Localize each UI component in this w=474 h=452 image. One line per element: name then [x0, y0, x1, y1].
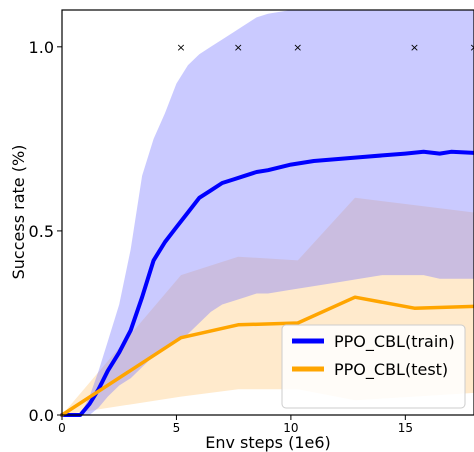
marker-point: × — [410, 41, 419, 54]
plot-frame — [61, 9, 474, 416]
marker-point: × — [234, 41, 243, 54]
legend-box — [281, 324, 466, 409]
x-tick-label: 15 — [398, 421, 413, 435]
marker-point: × — [293, 41, 302, 54]
line-test — [60, 295, 474, 417]
y-tick-label: 0.5 — [29, 222, 54, 241]
y-axis-label: Success rate (%) — [9, 145, 28, 280]
x-axis-label: Env steps (1e6) — [205, 433, 331, 452]
y-tick-label: 1.0 — [29, 38, 54, 57]
marker-point: × — [469, 41, 474, 54]
x-tick-label: 10 — [283, 421, 298, 435]
x-tick-label: 0 — [58, 421, 66, 435]
band-train — [62, 10, 474, 415]
legend: PPO_CBL(train) PPO_CBL(test) — [281, 324, 466, 409]
marker-point: × — [176, 41, 185, 54]
legend-label-test: PPO_CBL(test) — [334, 360, 448, 380]
x-axis-ticks: 0 5 10 15 — [58, 415, 413, 435]
y-axis-ticks: 0.0 0.5 1.0 — [29, 38, 62, 425]
y-tick-label: 0.0 — [29, 406, 54, 425]
series-lines — [60, 149, 474, 417]
marker-points: × × × × × — [176, 41, 474, 54]
x-tick-label: 5 — [173, 421, 181, 435]
line-train — [60, 149, 474, 417]
legend-label-train: PPO_CBL(train) — [334, 332, 455, 352]
